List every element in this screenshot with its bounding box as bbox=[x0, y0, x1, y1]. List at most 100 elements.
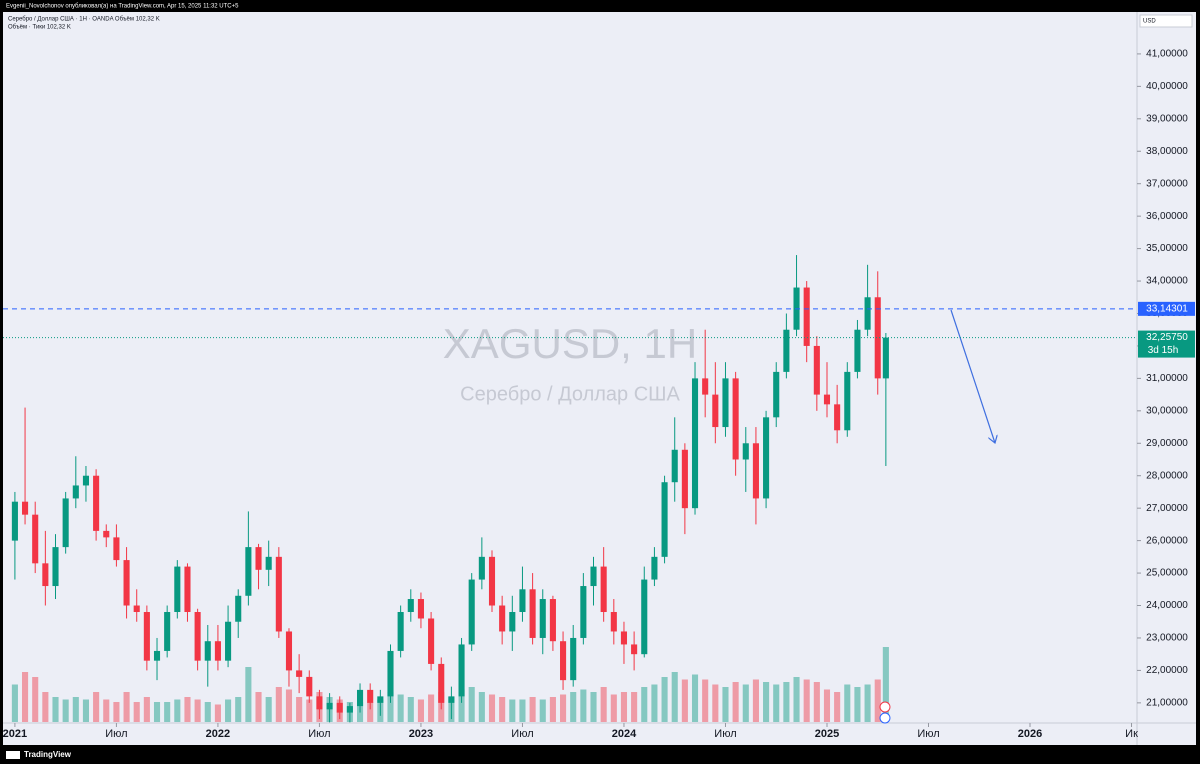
y-tick-label: 36,00000 bbox=[1146, 211, 1188, 222]
candle-body bbox=[72, 485, 79, 499]
volume-bar bbox=[864, 684, 871, 722]
candle-body bbox=[509, 612, 516, 632]
candle-body bbox=[133, 605, 140, 613]
volume-bar bbox=[265, 697, 272, 722]
volume-bar bbox=[225, 699, 232, 722]
volume-bar bbox=[600, 687, 607, 722]
y-tick-label: 34,00000 bbox=[1146, 276, 1188, 287]
y-tick-label: 30,00000 bbox=[1146, 405, 1188, 416]
candle-body bbox=[387, 650, 394, 697]
volume-bar bbox=[620, 692, 628, 722]
candle-body bbox=[316, 696, 323, 710]
candle-body bbox=[214, 641, 221, 661]
volume-bar bbox=[529, 697, 536, 722]
candle-body bbox=[428, 618, 435, 664]
y-tick-label: 22,00000 bbox=[1146, 665, 1188, 676]
candle-body bbox=[539, 599, 546, 638]
candle-body bbox=[326, 702, 333, 710]
candle-body bbox=[235, 595, 242, 622]
candle-body bbox=[438, 663, 445, 703]
volume-bar bbox=[255, 692, 262, 722]
candle-body bbox=[620, 631, 628, 645]
candle-body bbox=[103, 530, 110, 538]
candle-body bbox=[82, 475, 90, 486]
candle-body bbox=[62, 498, 69, 548]
candle-body bbox=[184, 566, 191, 613]
x-tick-label: 2025 bbox=[815, 728, 839, 740]
candle-body bbox=[22, 501, 29, 515]
candle-body bbox=[661, 482, 668, 557]
candle-body bbox=[265, 556, 272, 570]
volume-bar bbox=[681, 679, 688, 722]
candle-body bbox=[143, 612, 150, 661]
volume-bar bbox=[488, 694, 496, 722]
volume-bar bbox=[661, 677, 668, 722]
volume-bar bbox=[285, 689, 293, 722]
volume-bar bbox=[417, 699, 424, 722]
candle-body bbox=[468, 579, 475, 645]
volume-bar bbox=[499, 697, 506, 722]
candle-body bbox=[882, 337, 889, 379]
legend-line: Объём · Тики 102,32 K bbox=[8, 25, 71, 31]
event-icon bbox=[879, 712, 891, 724]
volume-bar bbox=[397, 694, 404, 722]
legend-line: Серебро / Доллар США · 1Н · OANDA Объём … bbox=[8, 17, 160, 23]
candle-body bbox=[113, 537, 120, 561]
x-tick-label: 2026 bbox=[1018, 728, 1042, 740]
x-tick-label: 2022 bbox=[206, 728, 230, 740]
volume-bar bbox=[773, 684, 780, 722]
volume-bar bbox=[712, 684, 719, 722]
volume-bar bbox=[11, 684, 18, 722]
candle-body bbox=[356, 689, 364, 707]
volume-bar bbox=[113, 702, 120, 722]
candle-body bbox=[519, 589, 526, 613]
brand: TradingView bbox=[24, 750, 72, 759]
candle-body bbox=[42, 563, 49, 587]
volume-bar bbox=[428, 694, 435, 722]
volume-bar bbox=[722, 687, 729, 722]
volume-bar bbox=[22, 672, 29, 722]
candle-body bbox=[377, 696, 384, 703]
volume-bar bbox=[844, 684, 851, 722]
candle-body bbox=[153, 650, 161, 661]
volume-bar bbox=[123, 692, 130, 722]
volume-bar bbox=[52, 697, 59, 722]
candle-body bbox=[296, 670, 303, 677]
candle-body bbox=[712, 394, 719, 428]
candle-body bbox=[93, 475, 100, 531]
candle-body bbox=[823, 394, 831, 405]
level-label: 33,14301 bbox=[1146, 303, 1188, 314]
candle-body bbox=[570, 637, 577, 681]
forecast-arrow bbox=[950, 309, 995, 443]
volume-bar bbox=[509, 699, 516, 722]
candle-body bbox=[742, 443, 749, 460]
y-tick-label: 26,00000 bbox=[1146, 535, 1188, 546]
volume-bar bbox=[214, 704, 221, 722]
y-tick-label: 25,00000 bbox=[1146, 568, 1188, 579]
candle-body bbox=[549, 599, 556, 642]
volume-bar bbox=[651, 684, 658, 722]
volume-bar bbox=[235, 697, 242, 722]
volume-bar bbox=[194, 699, 201, 722]
volume-bar bbox=[793, 677, 800, 722]
y-tick-label: 31,00000 bbox=[1146, 373, 1188, 384]
volume-bar bbox=[478, 692, 485, 722]
volume-bar bbox=[275, 687, 282, 722]
x-tick-label: Ик bbox=[1125, 728, 1138, 740]
candle-body bbox=[773, 371, 780, 418]
y-tick-label: 21,00000 bbox=[1146, 697, 1188, 708]
candle-body bbox=[671, 449, 678, 483]
volume-bar bbox=[763, 682, 770, 722]
volume-bar bbox=[742, 684, 749, 722]
volume-bar bbox=[519, 699, 526, 722]
x-tick-label: 2024 bbox=[612, 728, 637, 740]
volume-bar bbox=[691, 674, 699, 722]
currency-box bbox=[1139, 14, 1193, 28]
candle-body bbox=[123, 560, 130, 606]
y-tick-label: 27,00000 bbox=[1146, 503, 1188, 514]
candle-body bbox=[813, 345, 820, 395]
candle-body bbox=[11, 501, 18, 541]
volume-bar bbox=[560, 694, 567, 722]
volume-bar bbox=[823, 689, 831, 722]
